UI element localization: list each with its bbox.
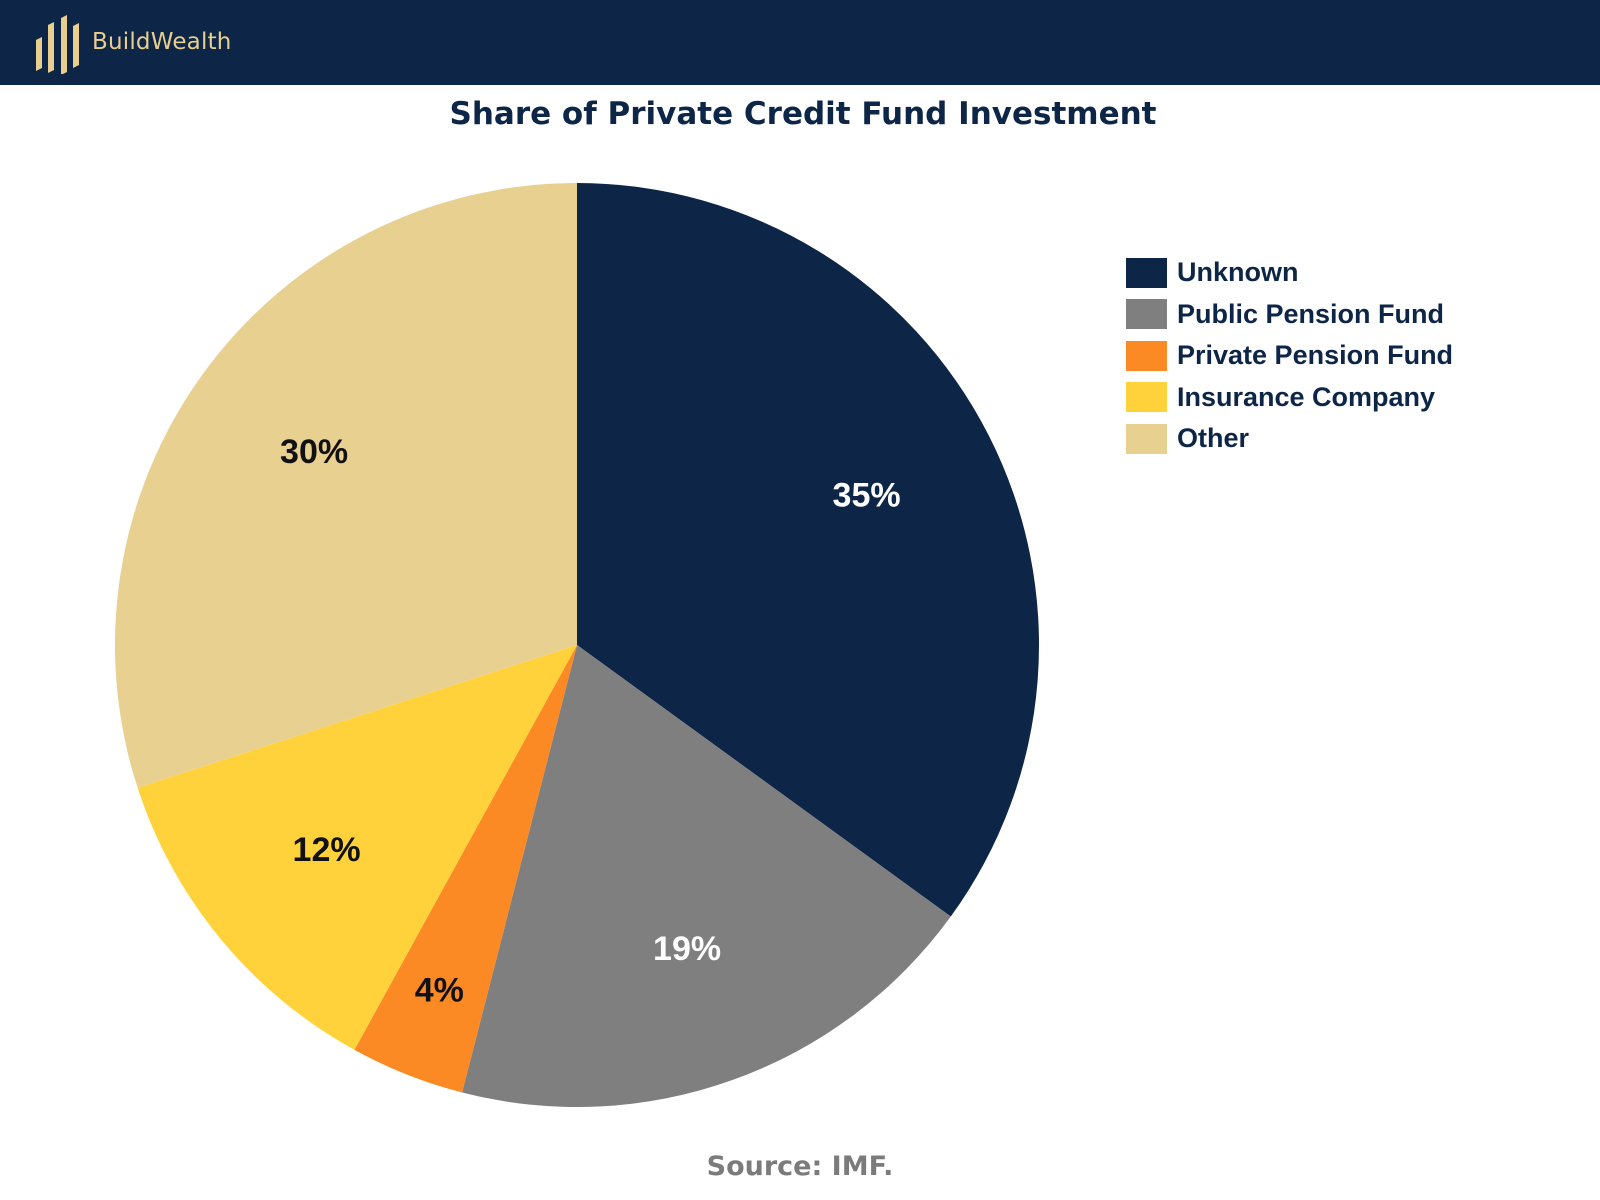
source-note: Source: IMF. <box>706 1151 894 1182</box>
pie-slice-unknown[interactable] <box>577 183 1039 917</box>
legend-label: Unknown <box>1177 257 1299 288</box>
legend-swatch <box>1126 382 1167 413</box>
slice-label-public-pension-fund: 19% <box>653 930 721 968</box>
brand-logo[interactable]: BuildWealth <box>34 10 232 74</box>
legend-label: Other <box>1177 423 1250 454</box>
slice-label-private-pension-fund: 4% <box>415 972 464 1010</box>
legend-item-other[interactable]: Other <box>1126 418 1453 460</box>
pie-slice-insurance-company[interactable] <box>137 645 578 1050</box>
legend-swatch <box>1126 257 1167 288</box>
pie-slices <box>114 183 1039 1107</box>
pie-slice-labels: 35% 19% 4% 12% 30% <box>280 433 901 1010</box>
chart-legend: Unknown Public Pension Fund Private Pensio… <box>1126 252 1453 460</box>
legend-item-insurance-company[interactable]: Insurance Company <box>1126 377 1453 419</box>
header-bar: BuildWealth <box>0 0 1600 85</box>
legend-item-private-pension-fund[interactable]: Private Pension Fund <box>1126 335 1453 377</box>
chart-title: Share of Private Credit Fund Investment <box>449 96 1157 132</box>
slice-label-other: 30% <box>280 433 348 471</box>
legend-swatch <box>1126 423 1167 454</box>
brand-name: BuildWealth <box>92 29 232 55</box>
legend-item-unknown[interactable]: Unknown <box>1126 252 1453 294</box>
legend-swatch <box>1126 340 1167 371</box>
buildwealth-bars-logo-icon <box>36 15 79 74</box>
pie-slice-public-pension-fund[interactable] <box>462 645 951 1107</box>
legend-label: Private Pension Fund <box>1177 340 1454 371</box>
slice-label-insurance-company: 12% <box>293 831 361 869</box>
legend-label: Insurance Company <box>1177 381 1436 412</box>
pie-slice-other[interactable] <box>114 183 577 788</box>
legend-item-public-pension-fund[interactable]: Public Pension Fund <box>1126 294 1453 336</box>
slice-label-unknown: 35% <box>833 476 901 514</box>
legend-swatch <box>1126 299 1167 330</box>
pie-slice-private-pension-fund[interactable] <box>354 645 577 1093</box>
legend-label: Public Pension Fund <box>1177 298 1445 329</box>
